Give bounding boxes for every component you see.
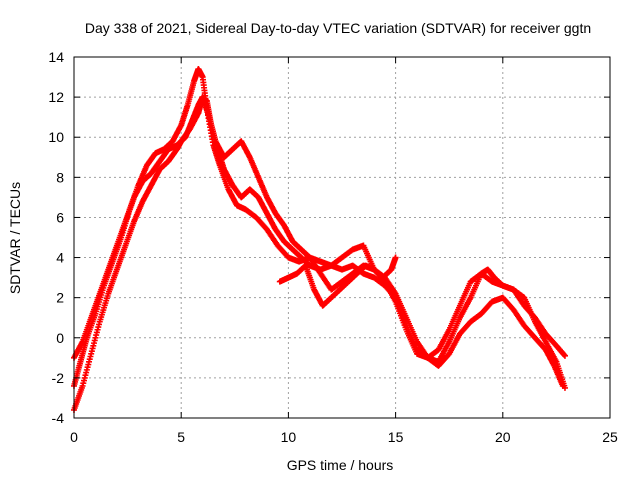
y-tick-label: 6 [56, 209, 64, 225]
x-tick-label: 20 [495, 429, 511, 445]
y-tick-label: -2 [52, 370, 65, 386]
y-tick-label: 14 [48, 49, 64, 65]
y-tick-label: 8 [56, 169, 64, 185]
y-tick-label: 10 [48, 129, 64, 145]
x-tick-label: 10 [281, 429, 297, 445]
x-tick-label: 0 [70, 429, 78, 445]
y-tick-label: 2 [56, 290, 64, 306]
x-axis-title: GPS time / hours [287, 457, 394, 473]
x-tick-label: 15 [388, 429, 404, 445]
data-points [71, 66, 568, 413]
x-tick-label: 5 [177, 429, 185, 445]
x-tick-label: 25 [602, 429, 618, 445]
axis-tick-labels: 0 5 10 15 20 25 -4 -2 0 2 4 6 8 10 12 14 [48, 49, 618, 445]
y-axis-title: SDTVAR / TECUs [7, 182, 23, 294]
y-tick-label: 12 [48, 89, 64, 105]
data-point [561, 352, 568, 359]
axis-ticks [73, 56, 611, 419]
y-tick-label: 4 [56, 250, 64, 266]
data-point [392, 254, 399, 261]
series-track-4 [276, 254, 399, 309]
y-tick-label: -4 [52, 410, 65, 426]
chart-title: Day 338 of 2021, Sidereal Day-to-day VTE… [85, 20, 591, 36]
y-tick-label: 0 [56, 330, 64, 346]
plot-frame [73, 56, 611, 419]
data-point [559, 382, 566, 389]
